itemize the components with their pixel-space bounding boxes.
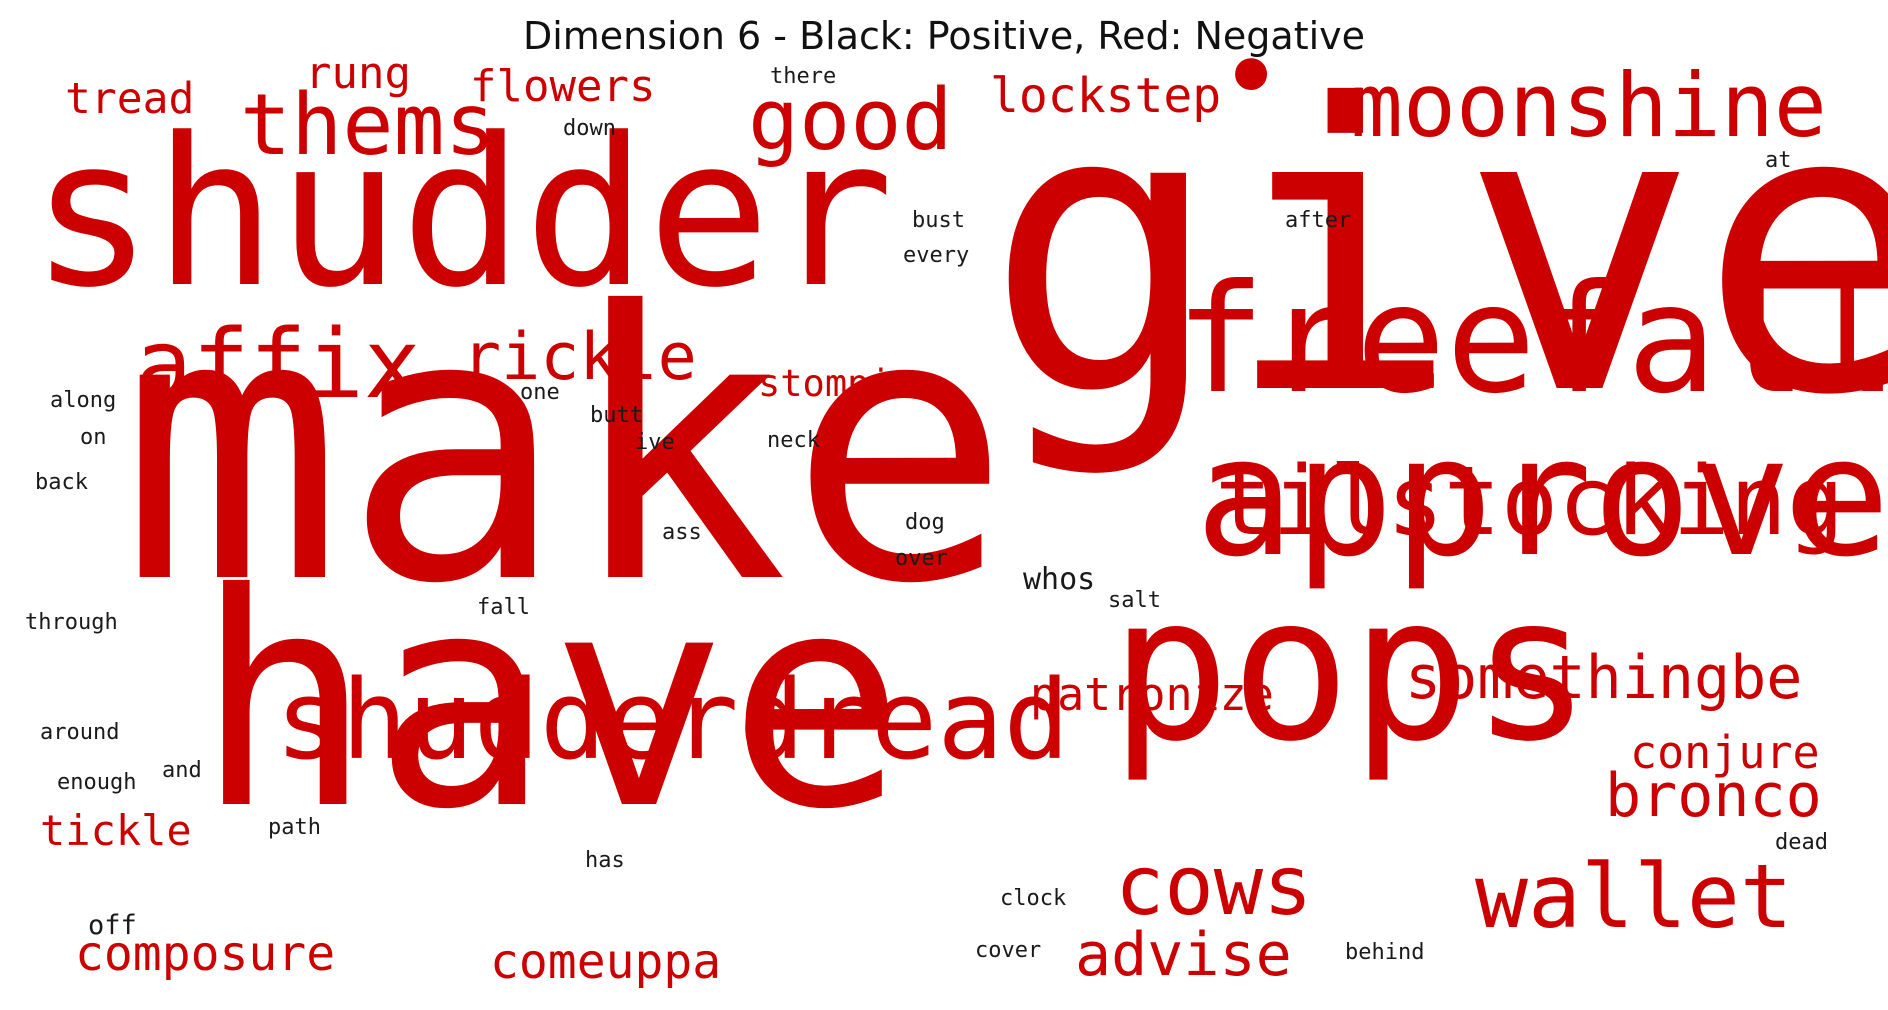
word-positive: clock — [1000, 886, 1067, 911]
word-positive: whos — [1023, 562, 1096, 597]
word-positive: back — [35, 470, 88, 495]
word-negative: conjure — [1630, 726, 1820, 779]
word-positive: along — [50, 388, 117, 413]
word-negative: composure — [75, 926, 336, 982]
word-positive: behind — [1345, 940, 1425, 965]
word-negative: give — [985, 22, 1888, 482]
word-negative: lockstep — [990, 68, 1222, 124]
word-positive: over — [895, 546, 948, 571]
word-positive: and — [162, 758, 202, 783]
chart-title: Dimension 6 - Black: Positive, Red: Nega… — [522, 14, 1366, 58]
word-negative: have — [195, 530, 906, 874]
word-positive: fall — [477, 595, 530, 620]
word-positive: off — [88, 910, 137, 941]
word-positive: one — [520, 380, 560, 405]
word-positive: ive — [635, 430, 675, 455]
word-positive: down — [563, 116, 616, 141]
word-positive: has — [585, 848, 625, 873]
word-positive: through — [25, 610, 118, 635]
word-positive: cover — [975, 938, 1042, 963]
word-negative: thems — [240, 76, 496, 175]
word-negative: • — [1218, 13, 1285, 141]
word-positive: there — [770, 64, 837, 89]
word-negative: tickle — [40, 806, 192, 855]
word-positive: dead — [1775, 830, 1828, 855]
word-positive: butt — [590, 403, 643, 428]
word-negative: make — [120, 235, 1012, 665]
word-positive: neck — [767, 428, 820, 453]
word-negative: tread — [65, 74, 195, 124]
word-negative: stompies — [758, 362, 937, 405]
word-positive: salt — [1108, 588, 1161, 613]
word-negative: somethingbe — [1405, 643, 1803, 713]
word-negative: moonshine — [1350, 54, 1827, 157]
word-negative: advise — [1075, 920, 1292, 990]
word-negative: wallet — [1475, 845, 1793, 948]
word-positive: path — [268, 815, 321, 840]
word-positive: around — [40, 720, 120, 745]
word-negative: affix — [135, 310, 421, 420]
word-positive: dog — [905, 510, 945, 535]
word-positive: bust — [912, 208, 965, 233]
word-negative: cows — [1115, 839, 1313, 934]
word-negative: freefall — [1175, 253, 1888, 427]
word-positive: at — [1765, 148, 1792, 173]
word-negative: flowers — [470, 61, 656, 112]
word-positive: ass — [662, 520, 702, 545]
word-negative: approve — [1195, 401, 1888, 593]
word-negative: good — [748, 71, 953, 170]
word-negative: bronco — [1605, 761, 1822, 831]
word-negative: shudder — [30, 95, 894, 333]
word-negative: rickle — [462, 320, 697, 395]
word-positive: every — [903, 243, 970, 268]
word-negative: rung — [305, 48, 411, 99]
word-positive: enough — [57, 770, 137, 795]
word-positive: on — [80, 425, 107, 450]
word-positive: after — [1285, 208, 1352, 233]
word-negative: shudderdread — [275, 656, 1070, 784]
word-negative: comeuppa — [490, 934, 722, 990]
word-negative: patronize — [1030, 668, 1274, 721]
word-negative: tilstocking — [1215, 447, 1845, 557]
word-negative: pops — [1110, 553, 1592, 786]
